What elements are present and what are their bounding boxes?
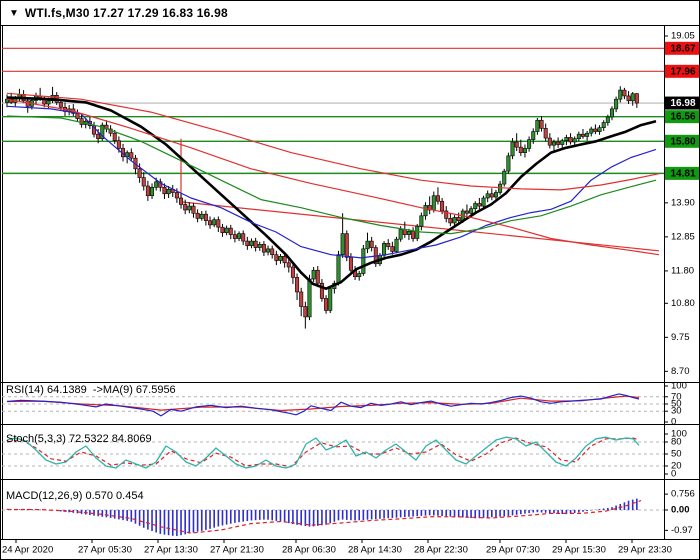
svg-text:9.75: 9.75	[671, 332, 690, 343]
svg-text:15.80: 15.80	[670, 136, 695, 147]
chart-title-bar: ▼ WTI.fs,M30 17.27 17.29 16.83 16.98	[1, 1, 699, 25]
svg-text:70: 70	[671, 391, 682, 402]
svg-text:30: 30	[671, 406, 682, 417]
svg-text:28 Apr 22:30: 28 Apr 22:30	[414, 545, 468, 556]
symbol-dropdown-icon[interactable]: ▼	[9, 7, 19, 19]
svg-text:19.05: 19.05	[671, 31, 695, 42]
svg-text:13.90: 13.90	[671, 197, 695, 208]
svg-text:27 Apr 05:30: 27 Apr 05:30	[78, 545, 132, 556]
svg-text:100: 100	[671, 381, 687, 392]
svg-text:28 Apr 14:30: 28 Apr 14:30	[348, 545, 402, 556]
svg-text:10.80: 10.80	[671, 298, 695, 309]
svg-text:24 Apr 2020: 24 Apr 2020	[2, 545, 53, 556]
svg-text:17.96: 17.96	[670, 66, 695, 77]
svg-text:50: 50	[671, 449, 682, 460]
svg-text:12.85: 12.85	[671, 231, 695, 242]
descending-trendline[interactable]	[180, 138, 660, 252]
panel-borders	[1, 25, 699, 540]
ma-thick-black-line	[6, 96, 657, 291]
svg-text:20: 20	[671, 461, 682, 472]
stoch-indicator-label: Stoch(5,3,3) 72.5322 84.8069	[6, 433, 152, 445]
ma-blue-line	[6, 105, 657, 259]
svg-text:11.80: 11.80	[671, 265, 694, 276]
svg-text:8.70: 8.70	[671, 366, 690, 377]
svg-text:18.67: 18.67	[670, 43, 695, 54]
macd-indicator-label: MACD(12,26,9) 0.570 0.454	[6, 490, 144, 502]
svg-text:27 Apr 13:30: 27 Apr 13:30	[144, 545, 198, 556]
candles-layer	[5, 86, 639, 329]
svg-text:0: 0	[671, 417, 676, 428]
svg-text:0: 0	[671, 469, 676, 480]
price-level-lines	[2, 47, 664, 175]
svg-text:80: 80	[671, 437, 682, 448]
svg-text:0.756: 0.756	[671, 489, 695, 500]
svg-text:16.98: 16.98	[670, 98, 695, 109]
rsi-indicator-label: RSI(14) 64.1389 ->MA(9) 67.5956	[6, 384, 176, 396]
svg-text:27 Apr 21:30: 27 Apr 21:30	[210, 545, 264, 556]
time-axis[interactable]: 24 Apr 2020 27 Apr 05:30 27 Apr 13:30 27 Ap…	[2, 540, 672, 556]
svg-text:28 Apr 06:30: 28 Apr 06:30	[282, 545, 336, 556]
svg-text:-0.97: -0.97	[671, 525, 693, 536]
macd-panel[interactable]: 0.756 0.00 -0.97	[2, 489, 695, 537]
svg-text:29 Apr 07:30: 29 Apr 07:30	[486, 545, 540, 556]
price-label-boxes: 18.67 17.96 16.98 16.56 15.80 14.81	[665, 41, 699, 180]
svg-text:29 Apr 15:30: 29 Apr 15:30	[552, 545, 606, 556]
ma-green-line	[6, 115, 657, 235]
price-axis[interactable]: 19.05 13.90 12.85 11.80 10.80 9.75 8.70	[664, 31, 695, 377]
chart-title: WTI.fs,M30 17.27 17.29 16.83 16.98	[24, 6, 228, 20]
svg-text:50: 50	[671, 399, 682, 410]
ma-red-slow-line	[6, 92, 660, 191]
svg-text:29 Apr 23:30: 29 Apr 23:30	[618, 545, 672, 556]
ma-red-steep-line	[6, 98, 660, 256]
svg-text:16.56: 16.56	[670, 112, 695, 123]
svg-text:14.81: 14.81	[670, 168, 695, 179]
svg-text:100: 100	[671, 429, 687, 440]
svg-text:0.00: 0.00	[671, 505, 690, 516]
